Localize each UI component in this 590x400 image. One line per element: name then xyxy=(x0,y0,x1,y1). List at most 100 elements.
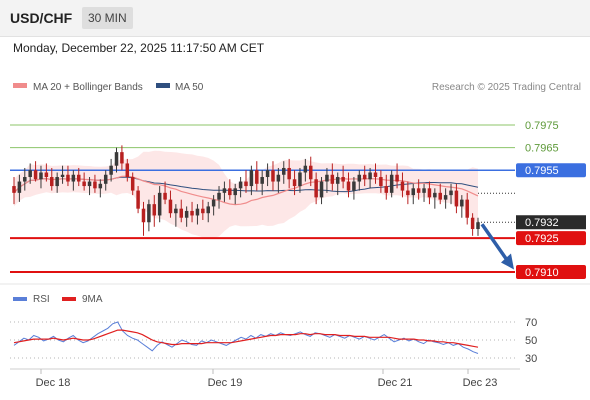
resistance-label-0: 0.7975 xyxy=(525,120,559,132)
candle xyxy=(238,177,243,198)
candle xyxy=(228,179,232,200)
candle xyxy=(379,170,383,193)
candle xyxy=(130,172,135,196)
candle xyxy=(211,195,216,216)
candle xyxy=(449,183,453,205)
ma50-legend-label: MA 50 xyxy=(175,82,204,93)
ma20-swatch xyxy=(13,83,27,88)
candle xyxy=(400,172,405,198)
candle xyxy=(357,170,362,191)
candle xyxy=(28,163,32,184)
rsi-ma-legend-label: 9MA xyxy=(82,294,103,305)
x-tick-label: Dec 21 xyxy=(378,377,413,389)
candle xyxy=(103,170,108,191)
candle xyxy=(66,165,70,187)
candle xyxy=(17,174,22,202)
credit-text: Research © 2025 Trading Central xyxy=(432,82,581,93)
candle xyxy=(184,206,189,227)
candle xyxy=(217,186,221,209)
support-tag-4 xyxy=(516,231,586,246)
candle xyxy=(147,199,151,232)
candle xyxy=(460,195,464,218)
candle xyxy=(443,188,448,209)
candle xyxy=(352,177,356,200)
forecast-arrow-head xyxy=(501,253,514,270)
ma20-line xyxy=(13,175,479,206)
candle xyxy=(433,188,437,209)
candle xyxy=(201,199,205,220)
candle xyxy=(255,161,259,191)
candle xyxy=(93,174,97,193)
support-label-5: 0.7910 xyxy=(525,267,559,279)
candle xyxy=(314,172,318,205)
candle xyxy=(157,186,162,223)
candle xyxy=(50,167,54,191)
support-label-4: 0.7925 xyxy=(525,233,559,245)
candle xyxy=(76,167,81,187)
candle xyxy=(23,167,27,191)
candle xyxy=(282,161,286,184)
candle xyxy=(195,204,200,225)
candle xyxy=(422,183,426,202)
candle xyxy=(152,195,157,227)
candle xyxy=(416,179,421,200)
x-tick-label: Dec 18 xyxy=(36,377,71,389)
rsi-line xyxy=(13,321,479,354)
pivot-label-2: 0.7955 xyxy=(525,165,559,177)
pivot-tag-2 xyxy=(516,163,586,178)
candle xyxy=(389,170,394,198)
candle xyxy=(406,181,410,205)
x-axis-ticks: Dec 18 Dec 19 Dec 21 Dec 23 xyxy=(36,369,497,389)
candle xyxy=(98,179,103,198)
candle xyxy=(206,201,210,223)
candle xyxy=(287,158,291,189)
candle xyxy=(174,204,178,227)
candle xyxy=(114,147,119,173)
rsi-panel: 70 50 30 xyxy=(10,317,537,365)
candle xyxy=(276,167,281,193)
ma20-legend-label: MA 20 + Bollinger Bands xyxy=(33,82,143,93)
candle xyxy=(163,181,167,205)
candle xyxy=(368,167,372,189)
candle xyxy=(12,177,16,205)
candles-layer xyxy=(12,145,480,236)
rsi-tick-50: 50 xyxy=(525,335,537,347)
candle xyxy=(319,177,324,205)
candle xyxy=(82,172,86,191)
candle xyxy=(244,170,248,193)
rsi-tick-30: 30 xyxy=(525,353,537,365)
candle xyxy=(362,165,367,187)
rsi-ma-swatch xyxy=(62,297,76,301)
candle xyxy=(395,163,399,189)
header-bar: USD/CHF 30 MIN xyxy=(0,0,590,37)
candle xyxy=(427,181,432,205)
candle xyxy=(55,172,59,193)
timeframe-badge[interactable]: 30 MIN xyxy=(82,7,133,29)
rsi-swatch xyxy=(13,297,27,301)
resistance-label-1: 0.7965 xyxy=(525,143,559,155)
candle xyxy=(308,156,313,187)
candle xyxy=(249,165,254,196)
candle xyxy=(346,172,351,198)
candle xyxy=(71,170,76,191)
candle xyxy=(325,167,329,193)
candle xyxy=(373,163,378,184)
rsi-tick-70: 70 xyxy=(525,317,537,329)
ma50-swatch xyxy=(156,83,170,88)
candle xyxy=(384,174,389,200)
candle xyxy=(222,181,227,202)
candle xyxy=(190,201,194,223)
rsi-legend-label: RSI xyxy=(33,294,50,305)
candle xyxy=(438,183,442,205)
last-price-tag xyxy=(516,215,586,230)
candle xyxy=(60,165,65,184)
forecast-arrow-shaft xyxy=(480,223,510,263)
currency-pair: USD/CHF xyxy=(10,10,73,26)
candle xyxy=(330,163,335,191)
candle xyxy=(33,161,38,182)
candle xyxy=(265,163,270,187)
bollinger-band xyxy=(14,150,478,239)
candle xyxy=(335,172,340,196)
candle xyxy=(44,163,49,182)
